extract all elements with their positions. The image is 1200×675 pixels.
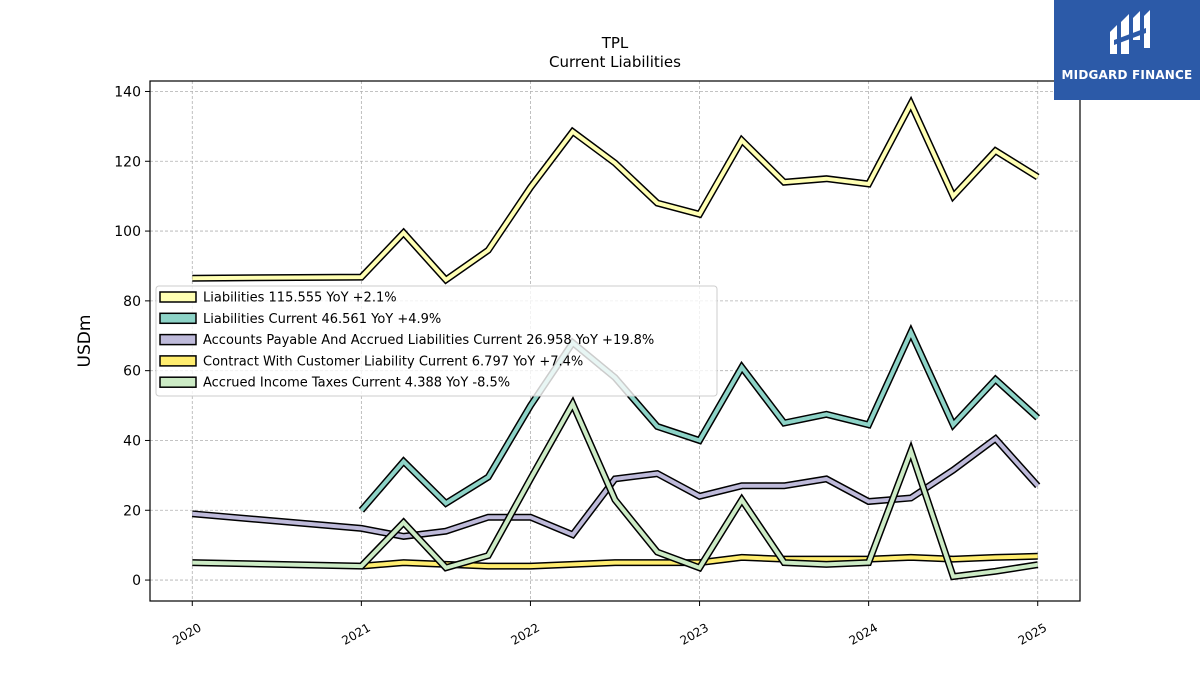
series-1-line bbox=[192, 95, 1040, 285]
legend: Liabilities 115.555 YoY +2.1% Liabilities… bbox=[155, 285, 718, 397]
legend-box bbox=[155, 285, 718, 397]
y-tick-label: 0 bbox=[132, 573, 141, 589]
y-axis-label: USDm bbox=[75, 315, 95, 368]
series-3-stroke bbox=[192, 436, 1040, 539]
legend-swatch bbox=[159, 291, 197, 303]
legend-swatch bbox=[159, 312, 197, 325]
y-tick-label: 40 bbox=[123, 433, 141, 449]
y-tick-label: 120 bbox=[114, 154, 141, 170]
legend-swatch bbox=[159, 333, 197, 346]
legend-swatch bbox=[159, 376, 197, 388]
logo-text: MIDGARD FINANCE bbox=[1061, 68, 1193, 82]
series-3-line bbox=[191, 433, 1041, 540]
series-5-line bbox=[192, 395, 1039, 581]
x-tick-label: 2020 bbox=[170, 620, 203, 647]
x-tick-label: 2022 bbox=[509, 620, 542, 647]
axes: 0 20 40 60 80 100 120 140 2020 2021 2022 2023 2024 20… bbox=[114, 84, 1049, 647]
series-1-outline bbox=[192, 95, 1040, 285]
legend-swatch bbox=[159, 355, 197, 367]
x-tick-label: 2021 bbox=[339, 620, 372, 647]
x-tick-label: 2025 bbox=[1016, 620, 1049, 647]
x-tick-label: 2023 bbox=[678, 620, 711, 647]
series-5-stroke bbox=[192, 399, 1039, 579]
y-tick-label: 140 bbox=[114, 84, 141, 100]
chart-subtitle: Current Liabilities bbox=[549, 53, 681, 71]
brand-logo: MIDGARD FINANCE bbox=[1054, 0, 1200, 100]
y-tick-label: 20 bbox=[123, 503, 141, 519]
y-tick-label: 80 bbox=[123, 294, 141, 310]
legend-label: Accounts Payable And Accrued Liabilities… bbox=[203, 333, 654, 348]
chart-title: TPL bbox=[601, 34, 629, 52]
x-tick-label: 2024 bbox=[847, 620, 880, 647]
legend-label: Accrued Income Taxes Current 4.388 YoY -… bbox=[203, 376, 510, 391]
legend-label: Contract With Customer Liability Current… bbox=[203, 354, 583, 369]
series-5-outline bbox=[192, 395, 1039, 581]
legend-label: Liabilities Current 46.561 YoY +4.9% bbox=[203, 312, 441, 327]
series-layer bbox=[191, 95, 1041, 581]
legend-label: Liabilities 115.555 YoY +2.1% bbox=[203, 291, 397, 306]
y-tick-label: 100 bbox=[114, 224, 141, 240]
y-tick-label: 60 bbox=[123, 364, 141, 380]
logo-mark-icon bbox=[1110, 10, 1150, 54]
series-2-line bbox=[358, 323, 1041, 513]
plot-frame bbox=[149, 80, 1081, 602]
series-1-stroke bbox=[192, 99, 1039, 283]
series-2-stroke bbox=[359, 327, 1040, 512]
